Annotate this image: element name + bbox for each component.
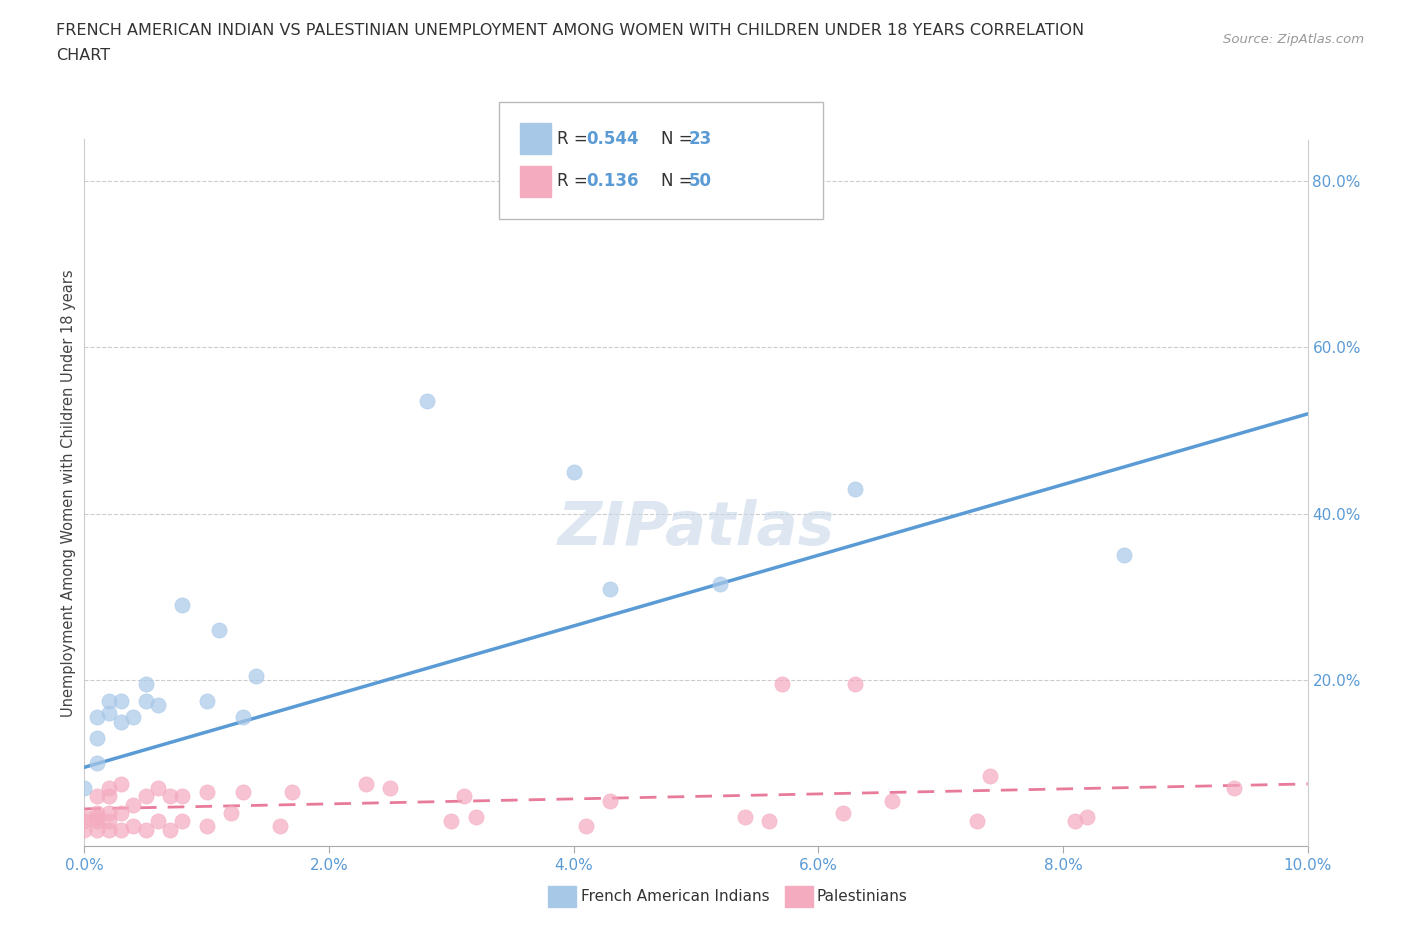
Text: FRENCH AMERICAN INDIAN VS PALESTINIAN UNEMPLOYMENT AMONG WOMEN WITH CHILDREN UND: FRENCH AMERICAN INDIAN VS PALESTINIAN UN… bbox=[56, 23, 1084, 38]
Point bbox=[86, 805, 108, 820]
Point bbox=[232, 710, 254, 724]
Point bbox=[245, 669, 267, 684]
Point bbox=[844, 677, 866, 692]
Point bbox=[86, 810, 108, 825]
Point bbox=[110, 822, 132, 837]
Point bbox=[195, 694, 218, 709]
Point bbox=[135, 822, 157, 837]
Text: ZIPatlas: ZIPatlas bbox=[557, 498, 835, 558]
Text: French American Indians: French American Indians bbox=[581, 889, 769, 904]
Point bbox=[73, 780, 96, 795]
Point bbox=[1064, 814, 1087, 829]
Point bbox=[1076, 810, 1098, 825]
Point bbox=[844, 482, 866, 497]
Text: 23: 23 bbox=[689, 129, 713, 148]
Point bbox=[86, 822, 108, 837]
Point bbox=[86, 731, 108, 746]
Point bbox=[575, 818, 598, 833]
Point bbox=[453, 789, 475, 804]
Point bbox=[97, 780, 120, 795]
Point bbox=[86, 814, 108, 829]
Text: CHART: CHART bbox=[56, 48, 110, 63]
Point bbox=[86, 789, 108, 804]
Text: R =: R = bbox=[557, 172, 598, 191]
Point bbox=[146, 780, 169, 795]
Point bbox=[159, 789, 181, 804]
Point bbox=[709, 577, 731, 591]
Point bbox=[464, 810, 486, 825]
Text: 50: 50 bbox=[689, 172, 711, 191]
Point bbox=[110, 777, 132, 791]
Point bbox=[831, 805, 853, 820]
Text: Palestinians: Palestinians bbox=[817, 889, 908, 904]
Text: R =: R = bbox=[557, 129, 593, 148]
Point bbox=[281, 785, 304, 800]
Point bbox=[97, 814, 120, 829]
Point bbox=[380, 780, 402, 795]
Point bbox=[758, 814, 780, 829]
Point bbox=[122, 797, 145, 812]
Text: N =: N = bbox=[661, 129, 697, 148]
Text: Source: ZipAtlas.com: Source: ZipAtlas.com bbox=[1223, 33, 1364, 46]
Point bbox=[110, 694, 132, 709]
Text: 0.544: 0.544 bbox=[586, 129, 638, 148]
Point bbox=[97, 694, 120, 709]
Point bbox=[73, 814, 96, 829]
Point bbox=[195, 785, 218, 800]
Point bbox=[97, 805, 120, 820]
Point bbox=[979, 768, 1001, 783]
Point bbox=[73, 810, 96, 825]
Text: 0.136: 0.136 bbox=[586, 172, 638, 191]
Point bbox=[135, 789, 157, 804]
Point bbox=[122, 818, 145, 833]
Point bbox=[440, 814, 463, 829]
Point bbox=[195, 818, 218, 833]
Point bbox=[97, 706, 120, 721]
Point bbox=[73, 822, 96, 837]
Point bbox=[97, 822, 120, 837]
Point bbox=[159, 822, 181, 837]
Point bbox=[172, 814, 194, 829]
Point bbox=[208, 623, 231, 638]
Point bbox=[232, 785, 254, 800]
Point bbox=[146, 698, 169, 712]
Point bbox=[110, 714, 132, 729]
Point bbox=[97, 789, 120, 804]
Point bbox=[599, 581, 621, 596]
Point bbox=[172, 789, 194, 804]
Point bbox=[110, 805, 132, 820]
Point bbox=[354, 777, 377, 791]
Point bbox=[880, 793, 903, 808]
Point bbox=[269, 818, 291, 833]
Point bbox=[966, 814, 988, 829]
Point bbox=[734, 810, 756, 825]
Point bbox=[172, 598, 194, 613]
Point bbox=[122, 710, 145, 724]
Point bbox=[1114, 548, 1136, 563]
Y-axis label: Unemployment Among Women with Children Under 18 years: Unemployment Among Women with Children U… bbox=[60, 269, 76, 717]
Point bbox=[1223, 780, 1246, 795]
Text: N =: N = bbox=[661, 172, 697, 191]
Point bbox=[562, 465, 585, 480]
Point bbox=[86, 756, 108, 771]
Point bbox=[135, 694, 157, 709]
Point bbox=[599, 793, 621, 808]
Point bbox=[219, 805, 242, 820]
Point bbox=[146, 814, 169, 829]
Point bbox=[135, 677, 157, 692]
Point bbox=[770, 677, 793, 692]
Point bbox=[86, 710, 108, 724]
Point bbox=[416, 394, 439, 409]
